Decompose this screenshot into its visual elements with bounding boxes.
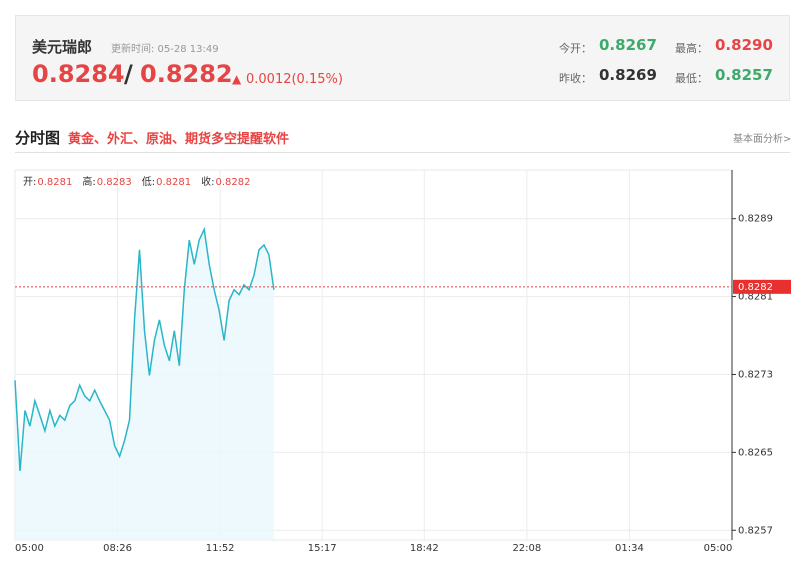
- y-tick-label: 0.8273: [738, 369, 773, 380]
- y-tick-label: 0.8257: [738, 525, 773, 536]
- stat-label: 昨收：: [559, 72, 592, 85]
- ohlc-value: 0.8282: [216, 177, 251, 188]
- x-tick-label: 11:52: [206, 543, 235, 554]
- area: [15, 229, 274, 540]
- y-tick-label: 0.8265: [738, 447, 773, 458]
- x-tick-label: 08:26: [103, 543, 132, 554]
- x-tick-label: 05:00: [704, 543, 733, 554]
- separator: /: [124, 60, 133, 88]
- promo-link[interactable]: 黄金、外汇、原油、期货多空提醒软件: [68, 132, 290, 147]
- stat-label: 今开：: [559, 42, 592, 55]
- stat-value: 0.8269: [599, 66, 657, 84]
- ohlc-label: 低:: [142, 175, 155, 188]
- reference-label-bg: [733, 279, 791, 294]
- stat-label: 最高：: [675, 42, 708, 55]
- price2: 0.8282: [140, 60, 233, 88]
- ohlc-label: 开:: [23, 177, 36, 188]
- ohlc-value: 0.8281: [156, 177, 191, 188]
- y-tick-label: 0.8281: [738, 292, 773, 303]
- stat-value: 0.8257: [715, 66, 773, 84]
- change-arrow: ▲: [232, 72, 242, 86]
- stat-label: 最低：: [675, 72, 708, 85]
- reference-label: 0.8282: [738, 282, 773, 293]
- x-tick-label: 01:34: [615, 543, 644, 554]
- price: 0.8284: [32, 60, 125, 88]
- x-tick-label: 05:00: [15, 543, 44, 554]
- ohlc-label: 高:: [82, 175, 95, 188]
- update-time: 更新时间: 05-28 13:49: [111, 44, 219, 55]
- stat-value: 0.8290: [715, 36, 773, 54]
- symbol: 美元瑞郎: [32, 38, 93, 56]
- x-tick-label: 15:17: [308, 543, 337, 554]
- analysis-link[interactable]: 基本面分析>: [733, 134, 792, 145]
- change: 0.0012(0.15%): [246, 72, 343, 87]
- section-title: 分时图: [15, 129, 61, 147]
- divider: [15, 152, 790, 153]
- stat-value: 0.8267: [599, 36, 657, 54]
- x-tick-label: 18:42: [410, 543, 439, 554]
- price-line: [14, 226, 275, 471]
- quote-header: 美元瑞郎 更新时间: 05-28 13:49 0.8284 / 0.8282 ▲…: [15, 15, 790, 101]
- ohlc-value: 0.8283: [97, 177, 132, 188]
- ohlc-value: 0.8281: [37, 177, 72, 188]
- y-tick-label: 0.8289: [738, 214, 773, 225]
- x-tick-label: 22:08: [512, 543, 541, 554]
- ohlc-label: 收:: [201, 175, 214, 188]
